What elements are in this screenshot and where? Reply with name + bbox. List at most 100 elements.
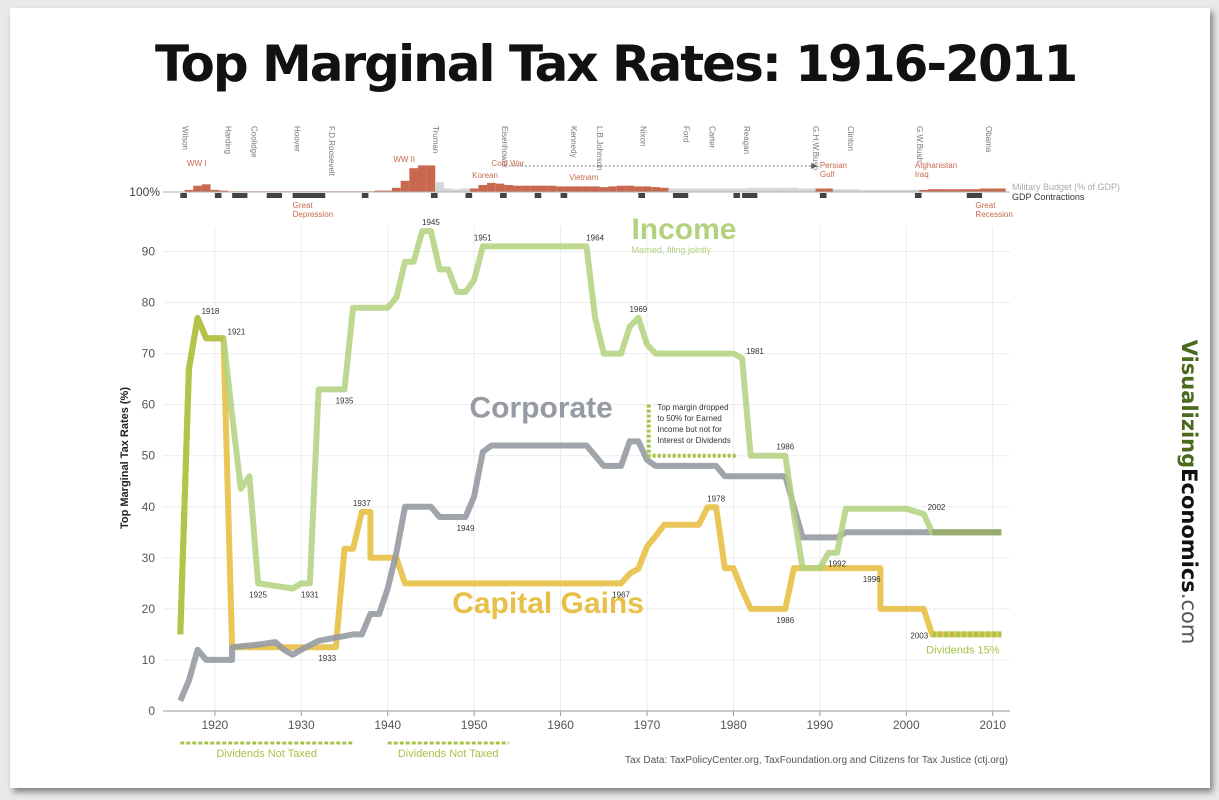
gdp-contraction-bar <box>214 193 222 198</box>
series-label-dividends: Dividends 15% <box>926 644 1000 656</box>
presidential-timeline: Wilson Harding Coolidge Hoover F.D.Roosevelt… <box>129 126 1120 219</box>
series-corporate-line <box>177 438 1002 702</box>
event-label: Afghanistan Iraq <box>915 161 957 179</box>
military-budget-bar <box>452 189 462 192</box>
event-label: Great Depression <box>293 201 333 219</box>
annotations: Top margin dropped to 50% for Earned Incom… <box>180 403 738 760</box>
dividend-note-line: Top margin dropped <box>657 403 728 412</box>
brand-part-2: Economics <box>1177 468 1201 593</box>
point-label: 2003 <box>910 631 928 640</box>
military-budget-bar <box>798 188 807 192</box>
military-budget-bar <box>910 189 920 192</box>
event-label: Vietnam <box>569 173 599 182</box>
series-income-line <box>177 228 1002 635</box>
military-budget-bar <box>936 189 946 192</box>
dividends-not-taxed-label: Dividends Not Taxed <box>216 748 317 760</box>
military-budget-bar <box>469 188 479 192</box>
point-label: 1945 <box>422 218 440 227</box>
y-tick-label: 40 <box>142 500 156 514</box>
gdp-contraction-bar <box>742 193 758 198</box>
president-label: Carter <box>708 126 717 149</box>
x-tick-label: 1950 <box>461 718 488 732</box>
military-budget-bar <box>694 188 704 192</box>
source-credit: Tax Data: TaxPolicyCenter.org, TaxFounda… <box>625 755 1008 766</box>
chart-title: Top Marginal Tax Rates: 1916-2011 <box>155 35 1076 93</box>
military-budget-bar <box>400 180 410 192</box>
military-budget-bar <box>461 188 470 192</box>
point-label: 1986 <box>776 616 794 625</box>
series-lines <box>177 228 1002 702</box>
poster-sheet: Top Marginal Tax Rates: 1916-2011 Wilson… <box>10 8 1210 788</box>
military-budget-bar <box>997 188 1006 192</box>
point-label: 1969 <box>629 305 647 314</box>
military-budget-bar <box>815 188 825 192</box>
military-budget-bar <box>746 187 756 192</box>
x-tick-label: 1920 <box>202 718 229 732</box>
gdp-contraction-bar <box>292 193 326 198</box>
military-budget-bar <box>979 188 989 192</box>
president-label: Nixon <box>638 126 647 146</box>
gdp-contraction-bar <box>232 193 248 198</box>
event-label-line: Afghanistan <box>915 161 957 170</box>
military-budget-bar <box>590 186 600 192</box>
military-budget-bar <box>634 186 643 192</box>
military-budget-bar <box>530 185 539 192</box>
series-label-corporate: Corporate <box>470 391 613 424</box>
military-budget-bar <box>755 187 764 192</box>
military-budget-bar <box>789 187 799 192</box>
military-budget-bar <box>487 182 496 192</box>
military-budget-bar <box>703 188 712 192</box>
brand-part-1: Visualizing <box>1177 340 1201 469</box>
point-label: 1964 <box>586 233 604 242</box>
point-label: 1935 <box>336 396 354 405</box>
axes: 0 10 20 30 40 50 60 70 80 90 1920 1930 1940 1950 1960 1… <box>142 245 1010 732</box>
military-budget-bar <box>677 188 686 192</box>
dividend-note-line: Income but not for <box>657 425 722 434</box>
event-label-line: Gulf <box>820 170 835 179</box>
military-budget-bar <box>988 188 998 192</box>
x-tick-label: 1990 <box>807 718 834 732</box>
military-budget-bar <box>893 189 902 192</box>
point-label: 2002 <box>928 503 946 512</box>
president-label: Obama <box>984 126 993 153</box>
x-tick-label: 1970 <box>634 718 661 732</box>
svg-text:VisualizingEconomics.com: VisualizingEconomics.com <box>1177 340 1201 645</box>
point-label: 1949 <box>457 524 475 533</box>
event-label-line: Recession <box>975 210 1012 219</box>
point-label: 1933 <box>318 654 336 663</box>
president-label: Reagan <box>742 126 751 154</box>
president-label: L.B.Johnson <box>595 126 604 170</box>
event-label: WW I <box>187 159 207 168</box>
military-budget-bar <box>876 189 885 192</box>
point-label: 1986 <box>776 443 794 452</box>
military-budget-bar <box>573 186 583 192</box>
income-capital-overlap-line <box>177 314 224 635</box>
military-budget-bar <box>556 186 565 192</box>
military-budget-bar <box>841 189 851 192</box>
point-label: 1967 <box>612 590 630 599</box>
military-budget-bar <box>685 188 695 192</box>
timeline-baseline-label: 100% <box>129 185 160 199</box>
military-budget-bar <box>409 168 418 192</box>
legend-military: Military Budget (% of GDP) <box>1012 182 1120 192</box>
military-budget-bar <box>599 187 609 192</box>
point-label: 1978 <box>707 494 725 503</box>
military-budget-bar <box>219 190 228 192</box>
event-label-line: Great <box>975 201 996 210</box>
military-budget-bar <box>901 189 911 192</box>
military-budget-bar <box>858 189 868 192</box>
military-budget-bar <box>642 186 652 192</box>
military-budget-bar <box>720 188 730 192</box>
president-label: Harding <box>224 126 233 154</box>
military-budget-bar <box>850 189 859 192</box>
event-label-line: Depression <box>293 210 333 219</box>
x-tick-label: 1940 <box>374 718 401 732</box>
y-axis-label: Top Marginal Tax Rates (%) <box>119 387 131 529</box>
military-budget-bar <box>729 188 738 192</box>
military-budget-bar <box>659 187 669 192</box>
point-label: 1925 <box>249 590 267 599</box>
military-budget-bar <box>184 189 194 192</box>
dividend-note-bracket <box>646 404 738 458</box>
military-budget-bar <box>392 187 401 192</box>
y-tick-label: 30 <box>142 551 156 565</box>
